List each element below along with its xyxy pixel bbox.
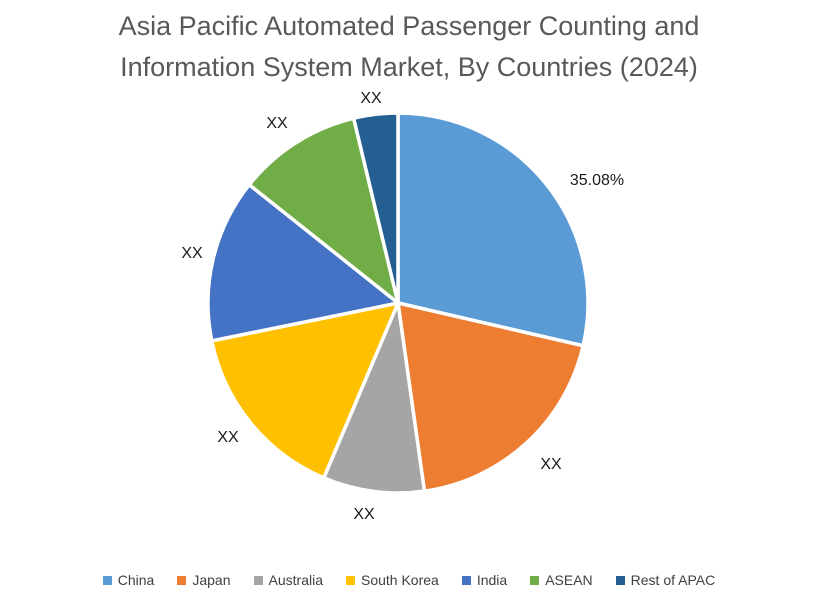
legend-item-south-korea: South Korea: [345, 572, 439, 588]
slice-label-japan: XX: [540, 456, 562, 473]
legend-label-asean: ASEAN: [545, 572, 593, 588]
legend-item-india: India: [461, 572, 508, 588]
legend-item-china: China: [102, 572, 155, 588]
legend-label-south-korea: South Korea: [360, 572, 439, 588]
legend-swatch-australia: [253, 575, 263, 585]
legend-swatch-india: [461, 575, 471, 585]
slice-label-rest-of-apac: XX: [360, 90, 382, 107]
slice-label-asean: XX: [266, 115, 288, 132]
slice-label-australia: XX: [353, 506, 375, 523]
legend-label-australia: Australia: [268, 572, 323, 588]
legend-swatch-japan: [177, 575, 187, 585]
chart-legend: China Japan Australia South Korea India ASEAN…: [0, 572, 818, 588]
legend-label-rest-of-apac: Rest of APAC: [630, 572, 716, 588]
chart-title: Asia Pacific Automated Passenger Countin…: [0, 6, 818, 88]
slice-label-south-korea: XX: [217, 429, 239, 446]
slice-label-china: 35.08%: [569, 172, 625, 189]
legend-label-china: China: [117, 572, 155, 588]
legend-label-india: India: [476, 572, 508, 588]
pie-slice-rest-of-apac: [351, 111, 400, 305]
legend-swatch-asean: [530, 575, 540, 585]
slice-label-india: XX: [181, 245, 203, 262]
legend-item-asean: ASEAN: [530, 572, 593, 588]
legend-label-japan: Japan: [192, 572, 231, 588]
legend-swatch-china: [102, 575, 112, 585]
legend-swatch-south-korea: [345, 575, 355, 585]
pie-slice-south-korea: [210, 301, 400, 480]
legend-swatch-rest-of-apac: [615, 575, 625, 585]
pie-slice-japan: [396, 301, 585, 493]
legend-item-japan: Japan: [177, 572, 231, 588]
pie-slice-china: [396, 111, 590, 348]
legend-item-australia: Australia: [253, 572, 323, 588]
pie-slice-asean: [247, 116, 400, 305]
pie-slice-australia: [322, 301, 427, 495]
legend-item-rest-of-apac: Rest of APAC: [615, 572, 716, 588]
chart-title-line-1: Asia Pacific Automated Passenger Countin…: [118, 11, 700, 41]
chart-title-line-2: Information System Market, By Countries …: [120, 52, 698, 82]
pie-slice-india: [206, 182, 400, 343]
